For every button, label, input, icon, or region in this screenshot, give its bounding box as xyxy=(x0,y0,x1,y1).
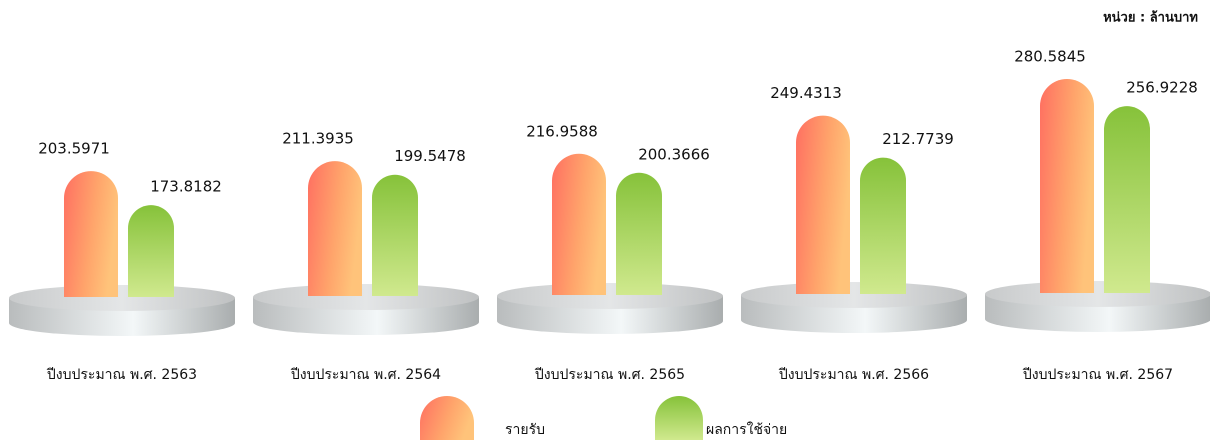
x-tick-label: ปีงบประมาณ พ.ศ. 2566 xyxy=(778,367,929,383)
bar xyxy=(616,172,662,295)
unit-label: หน่วย : ล้านบาท xyxy=(1103,10,1198,26)
pedestal-top xyxy=(253,284,479,310)
value-label: 173.8182 xyxy=(150,178,222,196)
value-label: 249.4313 xyxy=(770,84,842,102)
value-label: 280.5845 xyxy=(1014,48,1086,66)
bar xyxy=(1104,106,1150,293)
value-label: 216.9588 xyxy=(526,122,598,140)
legend-swatch xyxy=(655,396,703,440)
bar xyxy=(128,205,174,297)
value-label: 211.3935 xyxy=(282,130,354,148)
value-label: 256.9228 xyxy=(1126,79,1198,97)
legend-swatch xyxy=(420,396,474,440)
pedestal-top xyxy=(497,283,723,309)
x-tick-label: ปีงบประมาณ พ.ศ. 2563 xyxy=(46,367,197,383)
pedestal-top xyxy=(741,282,967,308)
legend-label: ผลการใช้จ่าย xyxy=(706,421,787,438)
bar xyxy=(308,161,362,296)
value-label: 203.5971 xyxy=(38,140,110,158)
bar xyxy=(796,115,850,294)
value-label: 199.5478 xyxy=(394,147,466,165)
pedestal-top xyxy=(9,285,235,311)
x-tick-label: ปีงบประมาณ พ.ศ. 2567 xyxy=(1022,367,1173,383)
x-tick-label: ปีงบประมาณ พ.ศ. 2565 xyxy=(534,367,685,383)
bar xyxy=(372,174,418,296)
pedestal-top xyxy=(985,281,1210,307)
value-label: 200.3666 xyxy=(638,145,710,163)
x-tick-label: ปีงบประมาณ พ.ศ. 2564 xyxy=(290,367,441,383)
legend-label: รายรับ xyxy=(505,422,545,438)
bar xyxy=(1040,79,1094,293)
bar xyxy=(64,171,118,297)
bar xyxy=(860,157,906,294)
value-label: 212.7739 xyxy=(882,130,954,148)
bar xyxy=(552,153,606,295)
